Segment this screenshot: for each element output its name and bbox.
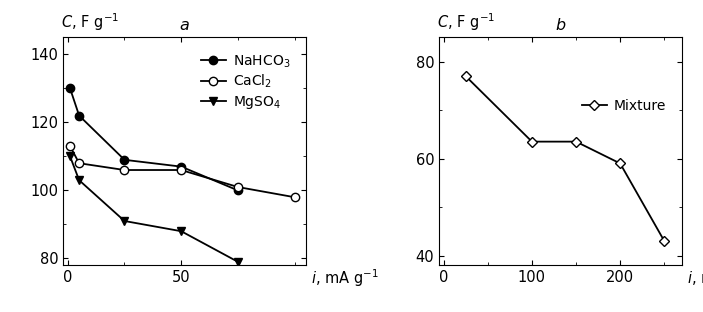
Line: MgSO$_4$: MgSO$_4$	[66, 152, 242, 266]
Text: a: a	[180, 18, 190, 33]
CaCl$_2$	[177, 168, 186, 172]
Text: $C$, F g$^{-1}$: $C$, F g$^{-1}$	[437, 11, 495, 33]
CaCl$_2$	[120, 168, 129, 172]
NaHCO$_3$	[177, 165, 186, 168]
Text: $C$, F g$^{-1}$: $C$, F g$^{-1}$	[61, 11, 119, 33]
NaHCO$_3$	[233, 188, 242, 192]
Text: b: b	[555, 18, 566, 33]
Legend: NaHCO$_3$, CaCl$_2$, MgSO$_4$: NaHCO$_3$, CaCl$_2$, MgSO$_4$	[196, 49, 294, 115]
MgSO$_4$	[66, 154, 75, 158]
Mixture	[616, 162, 624, 165]
Legend: Mixture: Mixture	[577, 95, 670, 117]
Text: $i$, mA g$^{-1}$: $i$, mA g$^{-1}$	[687, 267, 703, 289]
Mixture	[660, 239, 669, 243]
Mixture	[572, 140, 580, 144]
Mixture	[462, 74, 470, 78]
MgSO$_4$	[177, 229, 186, 233]
CaCl$_2$	[75, 161, 84, 165]
MgSO$_4$	[233, 260, 242, 264]
Line: NaHCO$_3$: NaHCO$_3$	[66, 84, 242, 195]
Line: Mixture: Mixture	[462, 72, 668, 245]
CaCl$_2$	[233, 185, 242, 189]
MgSO$_4$	[120, 219, 129, 223]
Mixture	[528, 140, 536, 144]
NaHCO$_3$	[75, 114, 84, 118]
CaCl$_2$	[290, 195, 299, 199]
Line: CaCl$_2$: CaCl$_2$	[66, 142, 299, 201]
MgSO$_4$	[75, 178, 84, 182]
NaHCO$_3$	[66, 86, 75, 90]
NaHCO$_3$	[120, 158, 129, 162]
Text: $i$, mA g$^{-1}$: $i$, mA g$^{-1}$	[311, 267, 378, 289]
CaCl$_2$	[66, 144, 75, 148]
